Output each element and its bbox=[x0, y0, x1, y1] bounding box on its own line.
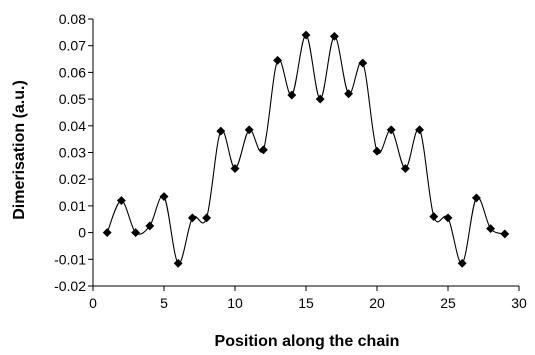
x-tick-label: 0 bbox=[89, 295, 97, 311]
x-tick-label: 15 bbox=[298, 295, 314, 311]
data-point bbox=[400, 163, 410, 174]
x-tick-label: 20 bbox=[369, 295, 385, 311]
data-point bbox=[202, 213, 212, 223]
data-point bbox=[258, 145, 268, 155]
axes: -0.02 -0.01 0 0.01 0.02 0.03 0.04 0.05 0.06 0.07 0… bbox=[54, 11, 527, 311]
data-point bbox=[500, 229, 510, 239]
y-tick-label: 0.01 bbox=[59, 198, 86, 214]
data-point bbox=[429, 212, 439, 222]
data-point bbox=[358, 58, 368, 68]
data-point bbox=[102, 228, 112, 238]
y-axis-label: Dimerisation (a.u.) bbox=[11, 80, 28, 220]
series-layer bbox=[102, 30, 510, 268]
x-tick-label: 5 bbox=[160, 295, 168, 311]
y-tick-label: 0.03 bbox=[59, 145, 86, 161]
y-tick-label: 0.07 bbox=[59, 38, 86, 54]
x-axis-label: Position along the chain bbox=[215, 333, 400, 350]
data-point bbox=[116, 196, 126, 206]
x-tick-label: 30 bbox=[511, 295, 527, 311]
data-point bbox=[216, 126, 226, 136]
data-point bbox=[131, 228, 141, 238]
data-point bbox=[486, 224, 496, 234]
data-point bbox=[159, 192, 169, 202]
y-tick-label: -0.01 bbox=[54, 251, 86, 267]
data-point bbox=[173, 258, 183, 268]
data-point bbox=[344, 89, 354, 99]
y-tick-label: 0.05 bbox=[59, 91, 86, 107]
x-tick-label: 10 bbox=[227, 295, 243, 311]
data-point bbox=[315, 94, 325, 104]
y-tick-label: 0.02 bbox=[59, 171, 86, 187]
data-point bbox=[230, 163, 240, 174]
data-point bbox=[244, 125, 254, 135]
data-point bbox=[187, 213, 197, 223]
data-point bbox=[372, 146, 382, 156]
y-tick-label: 0.08 bbox=[59, 11, 86, 27]
data-point bbox=[273, 55, 283, 65]
data-point bbox=[301, 30, 311, 40]
data-point bbox=[329, 31, 339, 41]
data-point bbox=[145, 221, 155, 231]
data-point bbox=[287, 90, 297, 100]
series-line bbox=[106, 34, 505, 264]
data-point bbox=[471, 193, 481, 203]
y-tick-label: -0.02 bbox=[54, 278, 86, 294]
data-point bbox=[415, 125, 425, 135]
y-tick-label: 0 bbox=[78, 225, 86, 241]
x-tick-label: 25 bbox=[440, 295, 456, 311]
data-point bbox=[443, 213, 453, 223]
y-tick-label: 0.06 bbox=[59, 64, 86, 80]
data-point bbox=[457, 258, 467, 268]
y-tick-label: 0.04 bbox=[59, 118, 86, 134]
data-point bbox=[386, 125, 396, 135]
